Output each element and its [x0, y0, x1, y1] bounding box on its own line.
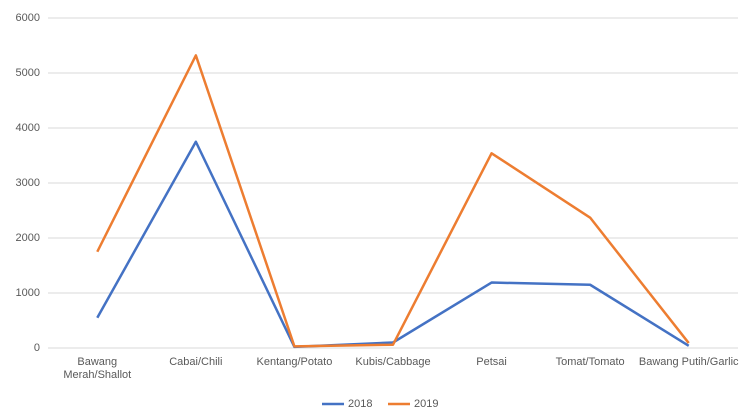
legend-label: 2019: [414, 398, 438, 410]
y-tick-label: 3000: [16, 177, 40, 189]
y-tick-label: 1000: [16, 287, 40, 299]
x-tick-label: Petsai: [476, 356, 507, 368]
y-tick-label: 5000: [16, 67, 40, 79]
x-tick-label: Bawang Putih/Garlic: [638, 356, 739, 368]
x-tick-label: Kubis/Cabbage: [355, 356, 431, 368]
line-series: [96, 54, 690, 348]
line-series: [96, 140, 690, 349]
y-tick-label: 2000: [16, 232, 40, 244]
x-tick-label: Kentang/Potato: [256, 356, 333, 368]
y-tick-label: 0: [34, 342, 40, 354]
y-tick-label: 4000: [16, 122, 40, 134]
x-tick-label: Tomat/Tomato: [555, 356, 625, 368]
x-tick-label: Cabai/Chili: [169, 356, 223, 368]
y-tick-label: 6000: [16, 12, 40, 24]
x-tick-label: Bawang Merah/Shallot: [63, 356, 132, 381]
legend-label: 2018: [348, 398, 372, 410]
